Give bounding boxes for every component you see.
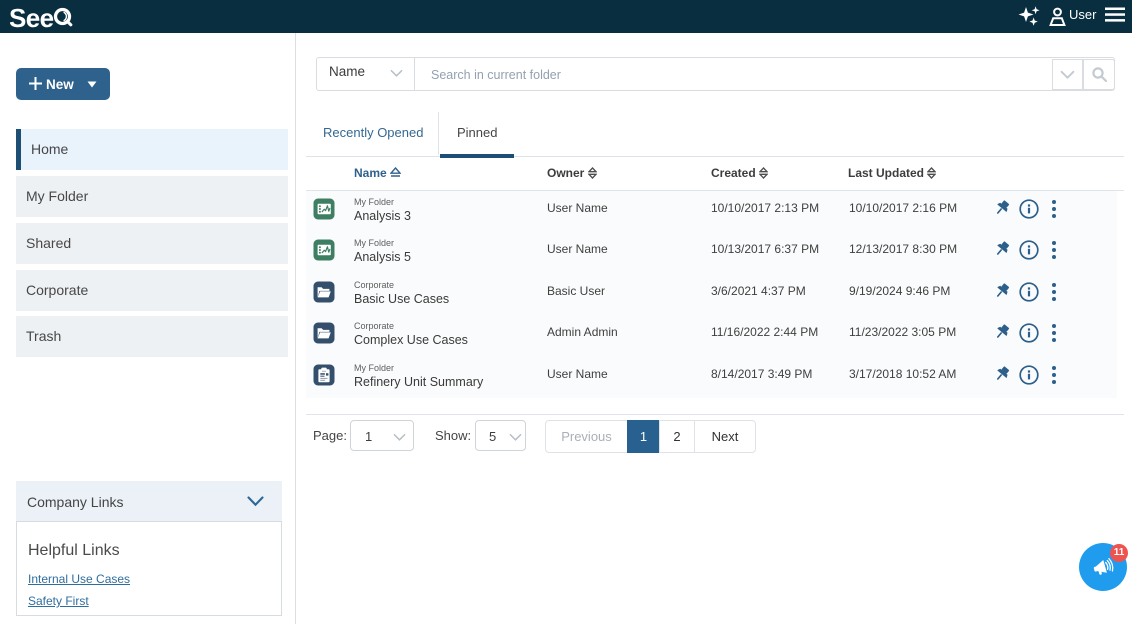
svg-text:See: See <box>10 3 54 30</box>
